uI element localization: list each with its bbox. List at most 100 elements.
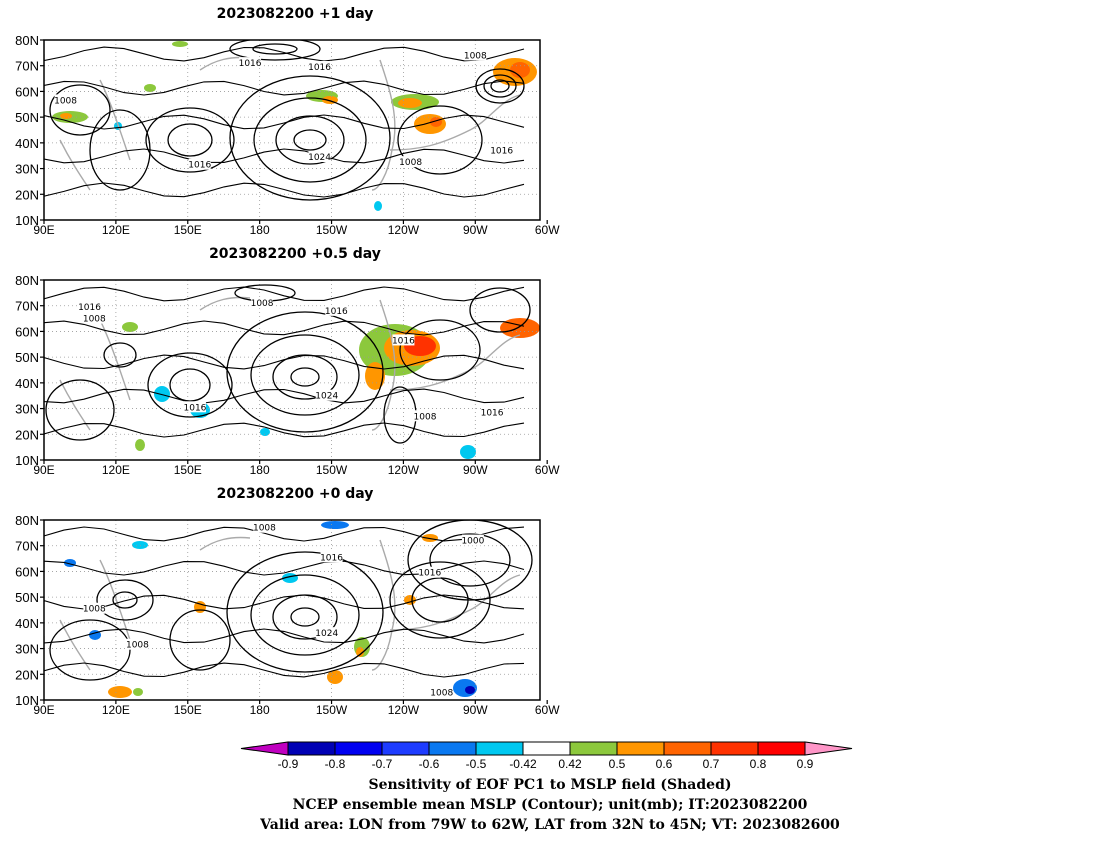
y-tick-label: 20N bbox=[15, 187, 39, 202]
colorbar-segment bbox=[522, 741, 571, 756]
colorbar-segment bbox=[710, 741, 759, 756]
isobar-contour bbox=[469, 287, 531, 333]
x-tick-label: 60W bbox=[535, 703, 560, 717]
isobar-contour bbox=[44, 354, 525, 370]
colorbar-segment bbox=[757, 741, 806, 756]
x-tick-label: 150W bbox=[316, 703, 348, 717]
caption-line-2: NCEP ensemble mean MSLP (Contour); unit(… bbox=[292, 797, 808, 813]
map-plot-area: 1008 1016 1000 1016 1008 1024 1008 1008 80N 70N 60… bbox=[15, 513, 560, 717]
map-frame bbox=[43, 279, 541, 461]
contour-label-bg bbox=[78, 301, 101, 312]
sensitivity-shade bbox=[133, 688, 143, 696]
contour-label-bg bbox=[183, 401, 206, 413]
x-tick-label: 150W bbox=[316, 223, 348, 237]
contour-label-bg bbox=[251, 297, 274, 309]
contour-label: 1016 bbox=[188, 161, 211, 171]
isobar-contour bbox=[226, 311, 384, 433]
contour-label: 1024 bbox=[315, 629, 338, 639]
isobar-contour bbox=[397, 105, 483, 175]
isobar-contour bbox=[44, 388, 525, 404]
isobar-contour bbox=[44, 320, 525, 336]
colorbar-segment bbox=[381, 741, 430, 756]
isobar-contour bbox=[229, 75, 391, 201]
contour-label: 1016 bbox=[481, 408, 504, 418]
colorbar-tick-label: -0.9 bbox=[278, 757, 299, 771]
y-tick-label: 50N bbox=[15, 350, 39, 365]
isobar-contour bbox=[290, 367, 320, 387]
colorbar-tick-label: -0.5 bbox=[466, 757, 487, 771]
y-tick-label: 70N bbox=[15, 59, 39, 74]
panel-1-title: 2023082200 +1 day bbox=[216, 6, 374, 22]
x-tick-label: 150E bbox=[174, 703, 202, 717]
contour-label: 1008 bbox=[83, 315, 106, 325]
contour-label: 1016 bbox=[78, 303, 101, 313]
isobar-contour bbox=[290, 607, 320, 627]
isobar-contour bbox=[407, 520, 533, 601]
panel-3-map: 1008 1016 1000 1016 1008 1024 1008 1008 80N 70N 60… bbox=[15, 513, 560, 717]
y-tick-label: 30N bbox=[15, 162, 39, 177]
colorbar: -0.9 -0.8 -0.7 -0.6 -0.5 -0.42 0.42 0.5 0.6 0.7 0.… bbox=[240, 741, 853, 771]
contour-label: 1008 bbox=[253, 524, 276, 534]
y-tick-label: 70N bbox=[15, 539, 39, 554]
isobar-contour bbox=[103, 342, 137, 368]
y-tick-label: 80N bbox=[15, 273, 39, 288]
contour-label: 1008 bbox=[83, 605, 106, 615]
isobar-contour bbox=[44, 594, 525, 610]
y-tick-label: 20N bbox=[15, 427, 39, 442]
isobar-contour bbox=[429, 533, 511, 587]
y-tick-label: 60N bbox=[15, 84, 39, 99]
isobar-contour bbox=[96, 579, 154, 621]
contour-label-bg bbox=[392, 334, 415, 346]
contour-label: 1008 bbox=[126, 641, 149, 651]
isobar-contour bbox=[167, 123, 213, 157]
contour-label-bg bbox=[430, 686, 453, 698]
contour-label: 1008 bbox=[399, 158, 422, 168]
x-tick-label: 120W bbox=[388, 703, 420, 717]
colorbar-segment bbox=[569, 741, 618, 756]
map-frame bbox=[43, 519, 541, 701]
sensitivity-shade bbox=[122, 322, 138, 332]
contour-label-bg bbox=[418, 566, 441, 578]
colorbar-end-low bbox=[240, 741, 289, 756]
colorbar-segment bbox=[663, 741, 712, 756]
contour-label: 1016 bbox=[490, 147, 513, 157]
isobar-contour bbox=[483, 74, 517, 98]
colorbar-tick-label: -0.42 bbox=[509, 757, 537, 771]
isobar-contour bbox=[112, 591, 138, 609]
contour-label-bg bbox=[126, 638, 149, 650]
contour-label: 1008 bbox=[54, 96, 77, 106]
isobar-contour bbox=[44, 286, 525, 302]
x-tick-label: 90E bbox=[33, 703, 54, 717]
x-tick-label: 150W bbox=[316, 463, 348, 477]
contour-label: 1008 bbox=[414, 412, 437, 422]
sensitivity-shade bbox=[460, 445, 476, 459]
colorbar-end-high bbox=[804, 741, 853, 756]
panel-1-map: 1016 1008 1016 1016 1024 1008 1008 1016 80N 70N 60… bbox=[15, 33, 560, 237]
colorbar-tick-label: 0.5 bbox=[609, 757, 626, 771]
sensitivity-shade bbox=[374, 201, 382, 211]
contour-label-bg bbox=[315, 389, 338, 401]
isobar-contour bbox=[49, 84, 111, 136]
colorbar-tick-label: 0.6 bbox=[656, 757, 673, 771]
x-tick-label: 60W bbox=[535, 223, 560, 237]
x-tick-label: 90W bbox=[463, 223, 488, 237]
isobar-contour bbox=[44, 182, 525, 198]
contour-label: 1000 bbox=[461, 537, 484, 547]
y-tick-label: 10N bbox=[15, 213, 39, 228]
x-tick-label: 180 bbox=[250, 703, 270, 717]
colorbar-tick-label: -0.7 bbox=[372, 757, 393, 771]
y-tick-label: 10N bbox=[15, 693, 39, 708]
sensitivity-shade bbox=[321, 521, 349, 529]
contour-label-bg bbox=[308, 151, 331, 162]
x-tick-label: 60W bbox=[535, 463, 560, 477]
sensitivity-shade bbox=[398, 98, 422, 108]
x-tick-label: 180 bbox=[250, 463, 270, 477]
isobar-contour bbox=[229, 40, 321, 61]
isobar-contour bbox=[45, 379, 115, 441]
sensitivity-shade bbox=[132, 541, 148, 549]
contour-label: 1024 bbox=[308, 153, 331, 163]
colorbar-tick-label: -0.8 bbox=[325, 757, 346, 771]
contour-label: 1008 bbox=[464, 51, 487, 61]
isobar-contour bbox=[252, 43, 298, 55]
sensitivity-shade bbox=[260, 428, 270, 436]
